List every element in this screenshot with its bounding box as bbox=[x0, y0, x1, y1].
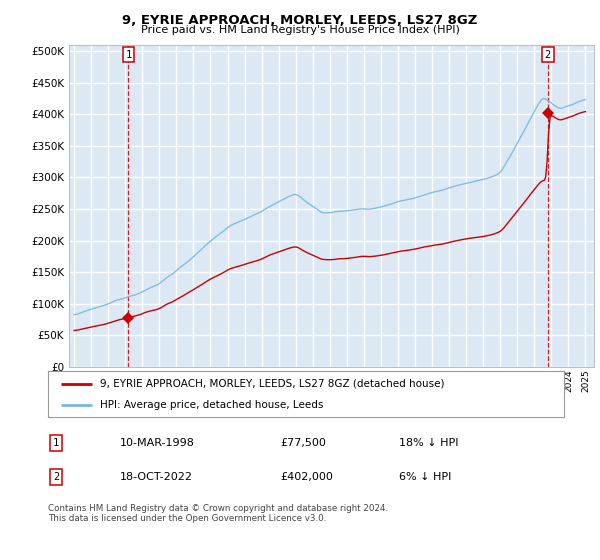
Text: 18% ↓ HPI: 18% ↓ HPI bbox=[399, 438, 458, 448]
Text: 2: 2 bbox=[53, 472, 59, 482]
Text: 10-MAR-1998: 10-MAR-1998 bbox=[120, 438, 195, 448]
Text: 18-OCT-2022: 18-OCT-2022 bbox=[120, 472, 193, 482]
Text: 9, EYRIE APPROACH, MORLEY, LEEDS, LS27 8GZ: 9, EYRIE APPROACH, MORLEY, LEEDS, LS27 8… bbox=[122, 14, 478, 27]
Text: 6% ↓ HPI: 6% ↓ HPI bbox=[399, 472, 451, 482]
Text: 2: 2 bbox=[545, 50, 551, 59]
Text: 1: 1 bbox=[125, 50, 131, 59]
Text: £402,000: £402,000 bbox=[280, 472, 333, 482]
Text: Price paid vs. HM Land Registry's House Price Index (HPI): Price paid vs. HM Land Registry's House … bbox=[140, 25, 460, 35]
Text: HPI: Average price, detached house, Leeds: HPI: Average price, detached house, Leed… bbox=[100, 400, 323, 410]
Text: 1: 1 bbox=[53, 438, 59, 448]
Text: £77,500: £77,500 bbox=[280, 438, 326, 448]
Text: Contains HM Land Registry data © Crown copyright and database right 2024.
This d: Contains HM Land Registry data © Crown c… bbox=[48, 504, 388, 524]
Text: 9, EYRIE APPROACH, MORLEY, LEEDS, LS27 8GZ (detached house): 9, EYRIE APPROACH, MORLEY, LEEDS, LS27 8… bbox=[100, 379, 444, 389]
